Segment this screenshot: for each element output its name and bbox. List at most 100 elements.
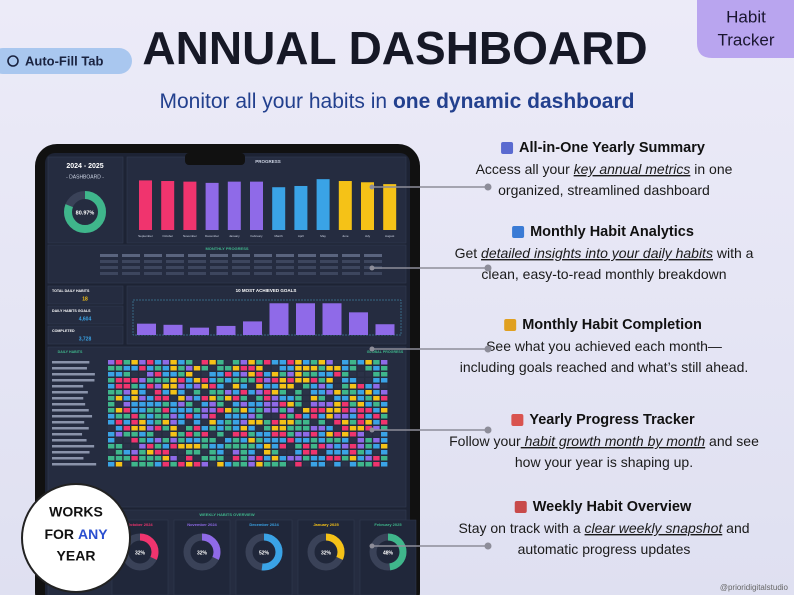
habit-cell [115,378,123,383]
habit-cell [193,420,201,425]
habit-cell [108,366,115,371]
habit-cell [139,456,146,461]
habit-cell [154,360,162,365]
habit-cell [256,426,263,431]
habit-cell [334,366,341,371]
habit-cell [326,384,333,389]
week-month: November 2024 [187,522,217,527]
habit-cell [225,360,232,365]
habit-cell [154,420,162,425]
habit-cell [264,438,271,443]
habit-cell [295,462,302,467]
habit-cell [115,456,123,461]
habit-cell [170,438,177,443]
habit-cell [217,384,224,389]
habit-cell [108,384,115,389]
habit-cell [264,390,271,395]
habit-cell [232,444,240,449]
habit-cell [186,396,193,401]
habit-name [52,397,84,400]
habit-cell [310,462,318,467]
title: ANNUAL DASHBOARD [142,22,647,74]
habit-cell [349,420,357,425]
habit-cell [123,432,130,437]
habit-cell [264,408,271,413]
habit-cell [162,360,169,365]
habit-cell [264,396,271,401]
habit-cell [349,390,357,395]
habit-cell [131,396,138,401]
habit-cell [349,396,357,401]
habit-cell [115,420,123,425]
feature-segment: Follow your [449,433,521,449]
table-cell [100,266,118,269]
table-cell [210,272,228,275]
habit-cell [170,372,177,377]
habit-cell [279,402,286,407]
habit-cell [287,414,294,419]
habit-cell [240,360,247,365]
goal-bar [322,303,342,335]
habit-cell [108,420,115,425]
habit-cell [373,360,380,365]
badge [0,48,132,74]
habit-cell [131,444,138,449]
habit-cell [147,360,154,365]
habit-cell [170,360,177,365]
habit-cell [108,360,115,365]
habit-cell [303,462,310,467]
habit-cell [201,414,208,419]
feature-title: Monthly Habit Analytics [530,224,694,240]
habit-cell [240,456,247,461]
habit-cell [154,366,162,371]
table-cell [342,260,360,263]
habit-cell [108,432,115,437]
habit-cell [248,390,255,395]
connector-dot [484,264,492,272]
bar [294,185,308,230]
habit-cell [139,384,146,389]
habit-cell [225,366,232,371]
habit-cell [178,462,185,467]
habit-cell [108,408,115,413]
habit-cell [131,414,138,419]
habit-cell [365,408,372,413]
habit-name [52,427,89,430]
habit-cell [303,444,310,449]
table-cell [254,260,272,263]
habit-cell [349,372,357,377]
habit-cell [123,444,130,449]
habit-cell [326,396,333,401]
habit-name [52,463,97,466]
donut-value [183,533,221,571]
feature-segment: clean, easy-to-read monthly breakdown [481,266,726,282]
habit-cell [303,396,310,401]
habit-cell [264,366,271,371]
habit-cell [209,390,216,395]
habit-cell [264,450,271,455]
feature-icon [511,414,524,426]
habit-cell [131,420,138,425]
habit-cell [147,444,154,449]
habit-cell [381,384,388,389]
habit-cell [248,372,255,377]
habit-cell [147,414,154,419]
habit-cell [279,462,286,467]
habit-cell [225,450,232,455]
habit-cell [232,372,240,377]
habit-cell [310,384,318,389]
habit-cell [256,366,263,371]
table-cell [342,266,360,269]
month-label: January [229,234,240,238]
habit-cell [186,414,193,419]
year-badge-text: FOR ANY [44,526,108,542]
habit-cell [279,396,286,401]
habit-cell [357,402,364,407]
habit-cell [256,384,263,389]
habit-cell [264,426,271,431]
habit-cell [139,408,146,413]
habit-cell [264,420,271,425]
habit-cell [115,462,123,467]
habit-cell [225,414,232,419]
